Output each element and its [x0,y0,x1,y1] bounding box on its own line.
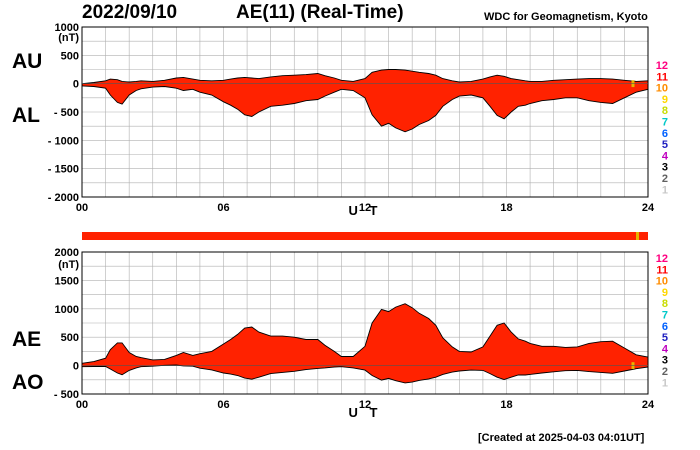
y-tick-label: 2000 [55,247,79,259]
ae-axis-label: AE [12,328,42,351]
y-tick-label: 1000 [55,22,79,34]
y-unit-label: (nT) [58,259,79,271]
activity-level-label: 7 [662,117,668,129]
y-tick-label: 0 [73,79,79,91]
series-al-line [81,85,649,133]
activity-level-label: 2 [662,173,668,185]
al-axis-label: AL [12,104,40,127]
au-axis-label: AU [12,50,43,73]
x-tick-label: 18 [500,399,512,411]
activity-level-label: 7 [662,310,668,322]
x-tick-label: 24 [642,202,655,214]
x-tick-label: 06 [217,399,229,411]
x-tick-label: 06 [217,202,229,214]
activity-level-label: 8 [662,298,668,310]
y-tick-label: - 500 [54,107,79,119]
band-fill [82,303,648,383]
activity-level-label: 1 [662,377,668,389]
activity-level-label: 11 [656,264,668,276]
x-tick-label: 00 [76,202,88,214]
activity-level-label: 11 [656,71,668,83]
activity-level-label: 3 [662,162,668,174]
x-tick-label: 12 [359,399,371,411]
activity-level-label: 10 [656,276,668,288]
chart-date: 2022/09/10 [82,2,178,23]
organization-label: WDC for Geomagnetism, Kyoto [484,11,648,23]
y-tick-label: - 1500 [48,164,79,176]
activity-level-label: 9 [662,94,668,106]
data-status-bar [82,232,648,240]
activity-level-label: 1 [662,184,668,196]
activity-level-label: 12 [656,253,668,265]
activity-level-label: 8 [662,105,668,117]
activity-level-label: 12 [656,60,668,72]
series-ao-line [81,364,649,384]
activity-level-label: 6 [662,128,668,140]
y-unit-label: (nT) [58,32,79,44]
x-axis-label: U T [349,203,382,218]
chart-title: AE(11) (Real-Time) [236,2,404,23]
y-tick-label: 0 [73,361,79,373]
plot-frame [81,26,649,198]
status-bar-marker [636,232,639,240]
activity-level-label: 4 [662,150,669,162]
y-tick-label: - 1000 [48,135,79,147]
y-tick-label: 1000 [55,304,79,316]
activity-level-label: 2 [662,366,668,378]
x-tick-label: 18 [500,202,512,214]
y-tick-label: 1500 [55,275,79,287]
y-tick-label: 500 [61,50,79,62]
ao-axis-label: AO [12,371,44,394]
y-tick-label: - 2000 [48,192,79,204]
y-tick-label: 500 [61,332,79,344]
activity-level-label: 6 [662,321,668,333]
x-tick-label: 12 [359,202,371,214]
activity-level-label: 5 [662,332,668,344]
activity-level-label: 3 [662,355,668,367]
x-tick-label: 00 [76,399,88,411]
series-ae-line [81,303,649,364]
plot-frame [81,251,649,395]
x-axis-label: U T [349,405,382,420]
activity-level-label: 10 [656,83,668,95]
series-au-line [81,69,649,85]
activity-level-label: 5 [662,139,668,151]
x-tick-label: 24 [642,399,655,411]
activity-level-label: 9 [662,287,668,299]
created-timestamp: [Created at 2025-04-03 04:01UT] [478,432,645,444]
activity-level-label: 4 [662,343,669,355]
y-tick-label: - 500 [54,389,79,401]
